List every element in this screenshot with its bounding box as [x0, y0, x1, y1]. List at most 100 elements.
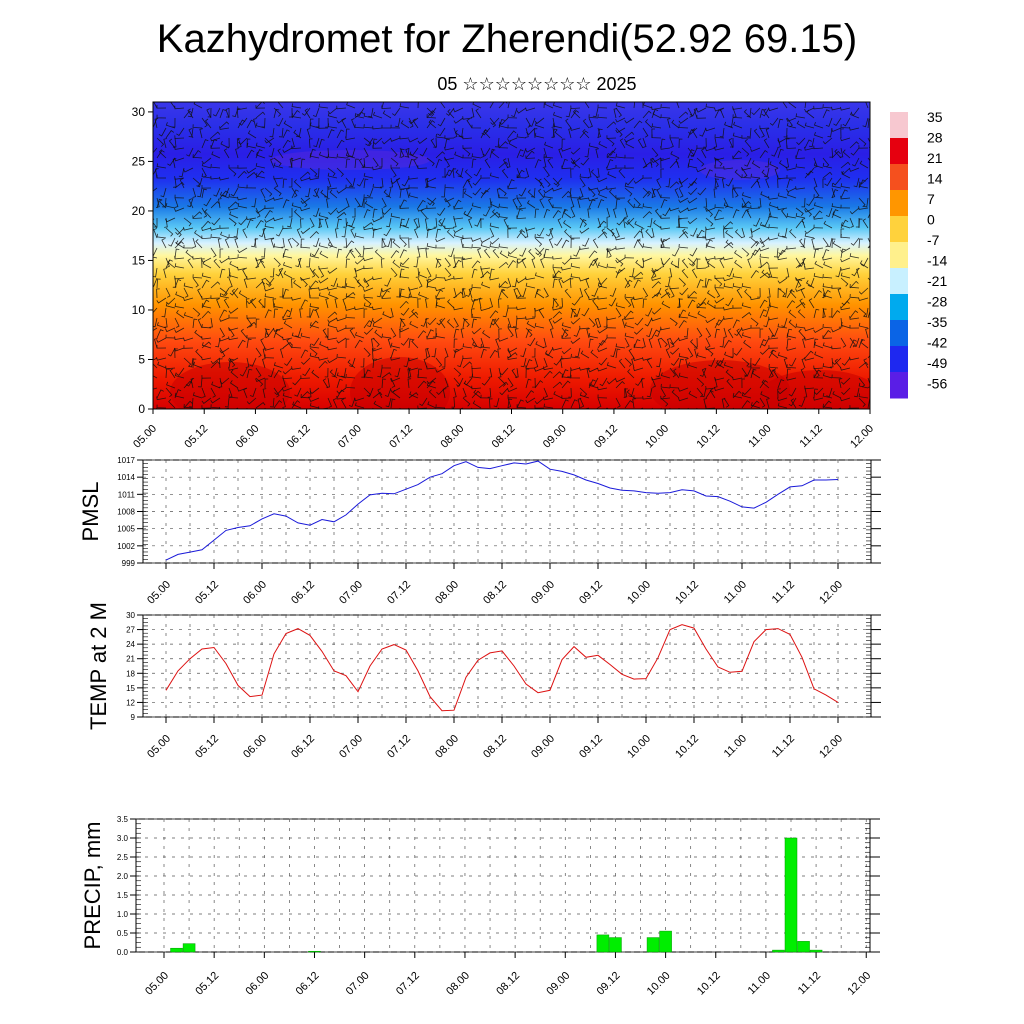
wind-barb [714, 146, 725, 151]
wind-barb [201, 227, 212, 231]
wind-barb [642, 395, 653, 400]
wind-barb [558, 278, 563, 289]
wind-barb [381, 364, 392, 369]
wind-barb [201, 279, 210, 289]
wind-barb [525, 359, 533, 369]
wind-barb [723, 316, 734, 320]
wind-barb [534, 405, 545, 409]
precip-bar [659, 930, 672, 953]
x-tick-label: 10.12 [673, 579, 701, 607]
wind-barb [318, 267, 325, 278]
wind-barb [534, 397, 545, 405]
wind-barb [345, 258, 350, 269]
wind-barb [831, 106, 842, 111]
wind-barb [417, 330, 427, 339]
wind-barb [588, 114, 599, 119]
wind-barb [153, 277, 158, 287]
wind-barb [455, 129, 464, 139]
wind-barb [401, 177, 410, 187]
wind-barb [453, 306, 464, 311]
wind-barb [788, 387, 797, 397]
wind-barb [741, 312, 752, 319]
colorbar-swatch [890, 242, 908, 269]
precip-bar [308, 950, 321, 953]
wind-barb [300, 394, 311, 399]
wind-barb [625, 141, 635, 149]
wind-barb [399, 328, 403, 339]
wind-barb [327, 129, 335, 139]
wind-barb [777, 192, 788, 199]
wind-barb [714, 173, 725, 179]
wind-barb [777, 402, 788, 409]
wind-barb [696, 304, 707, 309]
wind-barb [468, 288, 473, 299]
wind-barb [426, 347, 431, 358]
wind-barb [363, 287, 374, 292]
wind-barb [804, 336, 815, 341]
wind-barb [660, 292, 671, 299]
wind-barb [336, 327, 347, 333]
wind-barb [705, 207, 716, 212]
wind-barb [197, 288, 203, 299]
wind-barb [273, 175, 284, 180]
wind-barb [822, 372, 833, 379]
wind-barb [426, 120, 436, 129]
x-tick-label: 07.00 [336, 423, 364, 451]
wind-barb [435, 357, 443, 368]
wind-barb [700, 387, 707, 398]
wind-barb [827, 127, 833, 138]
wind-barb [723, 241, 734, 249]
wind-barb [771, 327, 779, 337]
wind-barb [435, 333, 446, 339]
wind-barb [489, 117, 497, 128]
wind-barb [860, 339, 869, 349]
wind-barb [772, 368, 779, 379]
wind-barb [570, 317, 581, 325]
wind-barb [437, 127, 446, 137]
wind-barb [849, 217, 854, 228]
wind-barb [426, 183, 437, 189]
wind-barb [237, 165, 248, 169]
wind-barb [516, 230, 526, 239]
wind-barb [694, 337, 698, 348]
wind-barb [570, 273, 581, 279]
wind-barb [246, 317, 253, 328]
wind-barb [652, 110, 662, 119]
wind-barb [678, 223, 689, 229]
wind-barb [426, 335, 437, 340]
wind-barb [187, 108, 194, 119]
wind-barb [433, 217, 438, 228]
wind-barb [615, 153, 626, 159]
wind-barb [345, 307, 356, 311]
wind-barb [696, 107, 707, 113]
wind-barb [525, 368, 530, 379]
wind-barb [237, 339, 246, 349]
wind-barb [858, 197, 866, 208]
wind-barb [741, 167, 752, 171]
wind-barb [607, 147, 617, 156]
wind-barb [579, 325, 590, 330]
wind-barb [219, 257, 230, 264]
wind-barb [606, 324, 617, 329]
wind-barb [534, 367, 545, 372]
wind-barb [566, 187, 572, 198]
wind-barb [300, 332, 311, 339]
wind-barb [229, 287, 239, 296]
wind-barb [528, 117, 536, 127]
wind-barb [156, 404, 167, 409]
wind-barb [174, 146, 185, 150]
wind-barb [840, 267, 851, 271]
wind-barb [426, 377, 437, 385]
wind-barb [840, 257, 851, 263]
wind-barb [417, 245, 428, 250]
wind-barb [489, 222, 500, 229]
wind-barb [835, 267, 842, 278]
wind-barb [246, 297, 257, 305]
wind-barb [840, 233, 851, 239]
wind-barb [588, 250, 598, 259]
wind-barb [480, 237, 491, 243]
wind-barb [705, 236, 716, 241]
wind-barb [579, 187, 584, 198]
wind-barb [399, 199, 407, 209]
wind-barb [604, 217, 608, 228]
